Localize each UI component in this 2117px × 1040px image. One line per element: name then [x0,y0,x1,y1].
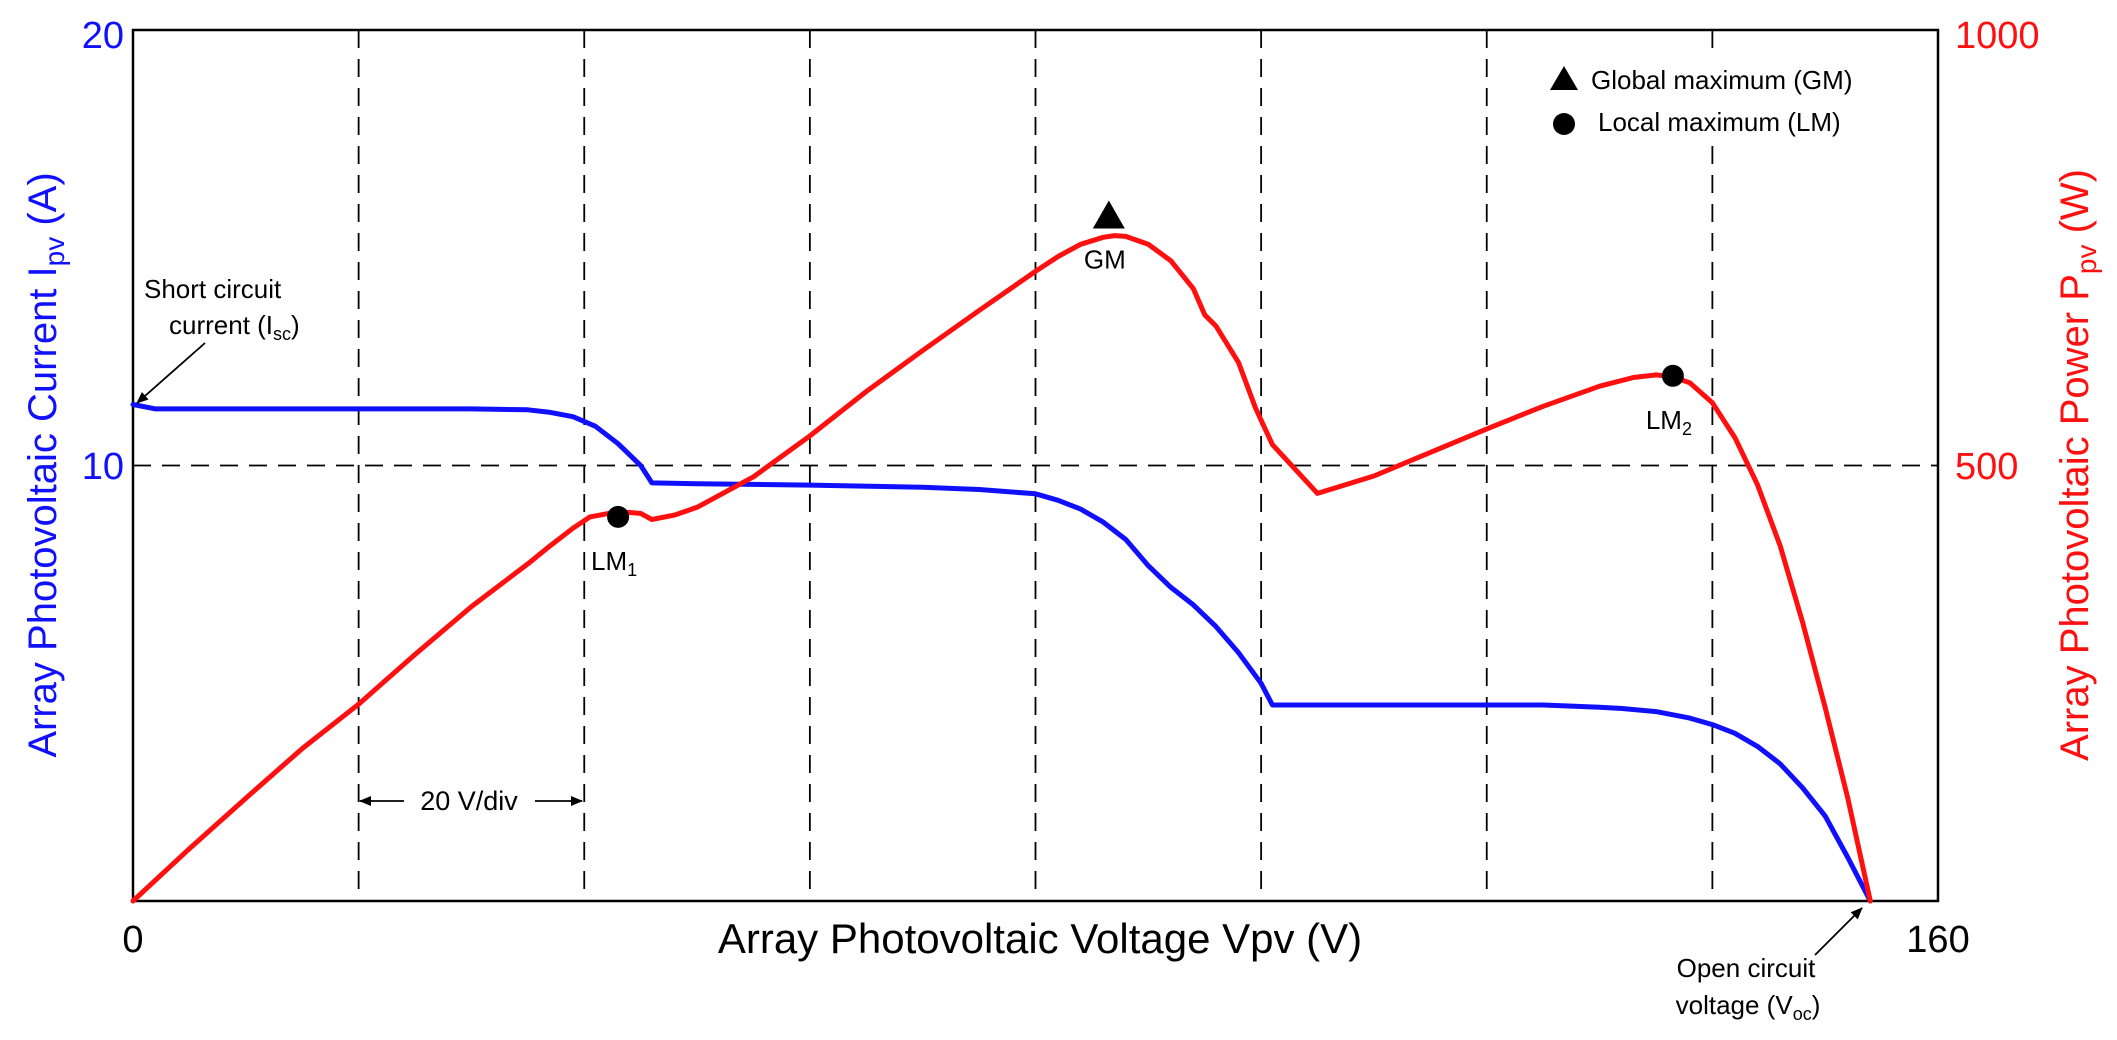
isc-annotation-line2-sub: sc [273,324,291,344]
gm-marker-label-main: GM [1084,245,1126,275]
isc-annotation-line2-pre: current (I [169,310,273,340]
y-left-tick-label-10: 10 [82,446,124,488]
gm-marker-label: GM [1084,245,1126,275]
voc-annotation: Open circuit voltage (Voc) [1676,907,1863,1024]
y-axis-left-label-main: Array Photovoltaic Current I [21,266,65,757]
y-left-tick-label-20: 20 [82,15,124,57]
legend-background [1530,56,1880,146]
y-axis-right-label-sub: pv [2071,245,2102,275]
y-right-tick-label-500: 500 [1955,446,2018,488]
lm2-marker-label-main: LM [1646,405,1682,435]
lm2-marker-label-sub: 2 [1682,419,1692,439]
isc-annotation-line2-post: ) [291,310,300,340]
plot-frame [131,28,1940,903]
isc-annotation-line1: Short circuit [144,274,282,304]
lm1-marker-label: LM1 [591,546,637,580]
voc-annotation-line1: Open circuit [1677,953,1816,983]
x-tick-label-160: 160 [1906,919,1969,961]
legend-item-global-maximum: Global maximum (GM) [1591,65,1852,95]
lm1-marker-label-sub: 1 [627,560,637,580]
lm2-circle-marker [1661,364,1684,387]
y-axis-left-label: Array Photovoltaic Current Ipv (A) [21,172,70,757]
voc-annotation-line2: voltage (Voc) [1676,990,1821,1024]
y-axis-left-label-unit: (A) [21,172,65,236]
isc-annotation: Short circuit current (Isc) [136,274,300,404]
y-axis-right-label: Array Photovoltaic Power Ppv (W) [2053,169,2102,761]
legend: Global maximum (GM) Local maximum (LM) [1530,56,1880,146]
isc-annotation-line2: current (Isc) [169,310,300,344]
y-right-tick-label-1000: 1000 [1955,15,2040,57]
lm1-circle-marker [607,505,630,528]
voc-annotation-line2-sub: oc [1793,1004,1812,1024]
legend-circle-icon [1553,113,1575,135]
x-tick-label-0: 0 [122,919,143,961]
y-axis-left-label-sub: pv [39,237,70,267]
scale-annotation: 20 V/div [359,786,583,816]
x-axis-label: Array Photovoltaic Voltage Vpv (V) [718,915,1362,962]
legend-triangle-icon [1550,66,1578,90]
voc-arrow [1814,907,1863,956]
legend-item-local-maximum: Local maximum (LM) [1598,107,1841,137]
y-axis-right-label-main: Array Photovoltaic Power P [2053,274,2097,761]
voc-annotation-line2-pre: voltage (V [1676,990,1794,1020]
isc-arrow [136,342,206,404]
y-axis-right-label-unit: (W) [2053,169,2097,245]
grid-lines [133,30,1938,901]
lm2-marker-label: LM2 [1646,405,1692,439]
current-curve [130,402,1873,904]
gm-triangle-marker [1092,200,1125,229]
lm1-marker-label-main: LM [591,546,627,576]
voc-annotation-line2-post: ) [1812,990,1821,1020]
scale-label: 20 V/div [420,786,518,816]
